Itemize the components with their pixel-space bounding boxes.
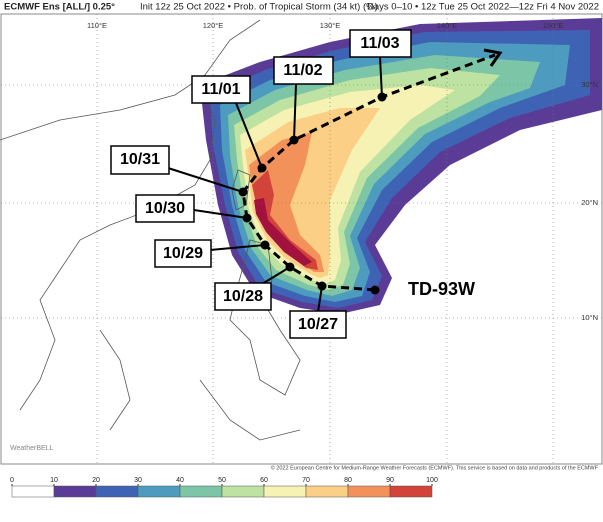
- connector: [193, 209, 248, 219]
- header-subtitle: Init 12z 25 Oct 2022 • Prob. of Tropical…: [140, 2, 378, 13]
- colorbar-tick-label: 0: [10, 477, 14, 484]
- connector: [235, 102, 263, 169]
- track-point: [370, 285, 380, 295]
- colorbar-tick-label: 30: [134, 477, 142, 484]
- copyright: © 2022 European Centre for Medium-Range …: [271, 464, 599, 471]
- colorbar-tick-label: 40: [176, 477, 184, 484]
- colorbar-bin: [389, 485, 433, 498]
- colorbar-tick-label: 90: [386, 477, 394, 484]
- lat-label: 10°N: [581, 313, 598, 322]
- probability-band: [249, 132, 324, 272]
- date-label: 11/03: [360, 35, 399, 52]
- connector: [379, 56, 383, 98]
- connector: [261, 266, 291, 285]
- colorbar-bin: [179, 485, 223, 498]
- graticule: [1, 14, 602, 464]
- colorbar: 0 10 20 30 40 50 60 70 80 90 100: [10, 477, 438, 498]
- label-box: [191, 75, 251, 104]
- colorbar-tick-label: 100: [426, 477, 438, 484]
- label-box: [349, 29, 412, 58]
- colorbar-tick-label: 70: [302, 477, 310, 484]
- date-label: 10/30: [145, 200, 185, 217]
- watermark: WeatherBELL: [10, 445, 54, 452]
- coastline: [0, 19, 261, 411]
- colorbar-bin: [305, 485, 349, 498]
- label-box: [289, 310, 347, 339]
- lon-label: 150°E: [543, 21, 564, 30]
- lon-label: 110°E: [87, 21, 107, 30]
- connector: [167, 167, 244, 193]
- label-box: [110, 145, 170, 175]
- header-title: ECMWF Ens [ALL/] 0.25°: [4, 2, 115, 13]
- label-box: [214, 282, 272, 311]
- colorbar-bin: [95, 485, 139, 498]
- colorbar-bin: [11, 485, 55, 498]
- track-arrow: [483, 48, 503, 67]
- date-label: 10/28: [223, 288, 263, 305]
- date-label: 11/01: [201, 81, 240, 98]
- connector: [209, 244, 266, 251]
- storm-label: TD-93W: [408, 279, 475, 299]
- date-label: 10/31: [120, 151, 160, 168]
- colorbar-bin: [53, 485, 97, 498]
- lon-label: 130°E: [320, 21, 341, 30]
- track-labels: 10/27 10/28 10/29 10/30 10/31 11/01 11/0…: [110, 29, 412, 339]
- date-label: 10/27: [298, 316, 338, 333]
- forecast-track: [241, 53, 496, 292]
- probability-band: [252, 170, 318, 270]
- lon-label: 120°E: [203, 21, 224, 30]
- lat-label: 20°N: [581, 198, 598, 207]
- colorbar-bin: [263, 485, 307, 498]
- connector: [317, 285, 323, 313]
- date-label: 11/02: [283, 62, 322, 79]
- coastline: [99, 329, 301, 441]
- colorbar-tick-label: 20: [92, 477, 100, 484]
- colorbar-tick-label: 60: [260, 477, 268, 484]
- colorbar-tick-label: 80: [344, 477, 352, 484]
- label-box: [135, 194, 195, 223]
- label-box: [154, 239, 212, 268]
- connectors: [167, 56, 383, 313]
- coastline: [231, 169, 251, 211]
- colorbar-bin: [221, 485, 265, 498]
- lon-label: 140°E: [437, 21, 458, 30]
- label-box: [273, 56, 334, 85]
- colorbar-tick-label: 10: [50, 477, 58, 484]
- connector: [293, 83, 297, 141]
- date-label: 10/29: [163, 245, 203, 262]
- header-valid: Days 0–10 • 12z Tue 25 Oct 2022—12z Fri …: [367, 2, 599, 13]
- colorbar-bin: [137, 485, 181, 498]
- colorbar-tick-label: 50: [218, 477, 226, 484]
- probability-band: [254, 198, 312, 266]
- map-area: 110°E 120°E 130°E 140°E 150°E 30°N 20°N …: [0, 13, 603, 471]
- lat-label: 30°N: [581, 80, 598, 89]
- colorbar-bin: [347, 485, 391, 498]
